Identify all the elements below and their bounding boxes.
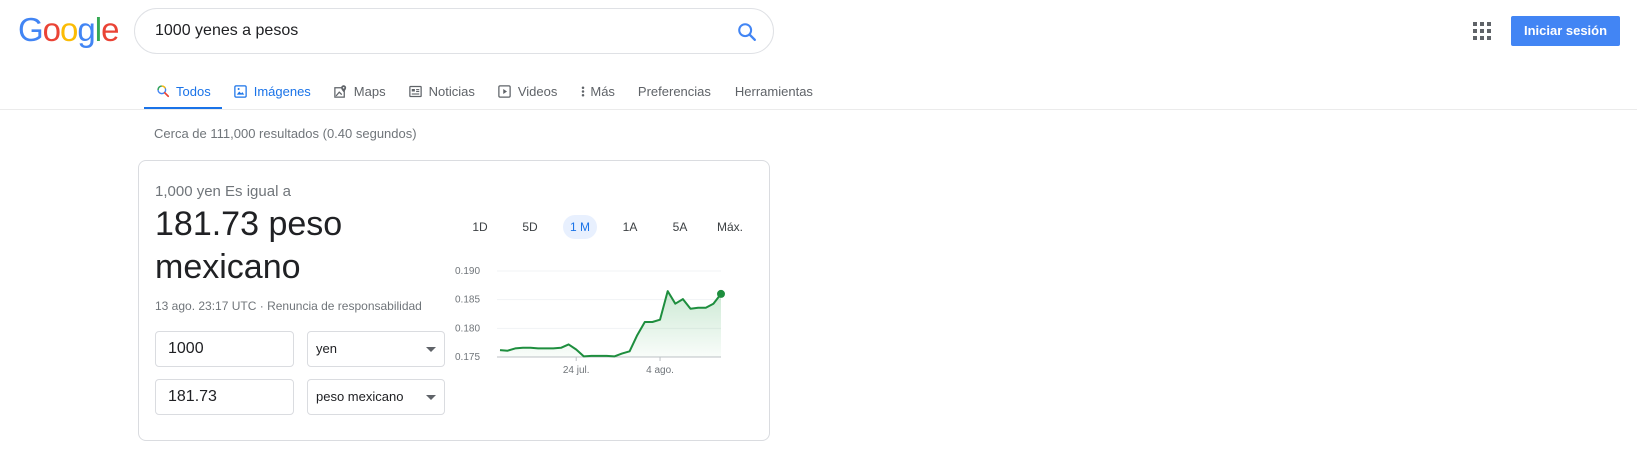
tab-herramientas[interactable]: Herramientas — [723, 72, 825, 110]
chart-line — [499, 290, 722, 358]
tab-label: Más — [590, 83, 615, 99]
result-line-1: 181.73 peso — [155, 205, 343, 243]
x-tick-label: 24 jul. — [563, 365, 590, 376]
tab-label: Preferencias — [637, 83, 711, 99]
tab-label: Todos — [176, 83, 211, 99]
logo-letter: g — [77, 11, 95, 48]
range-5d[interactable]: 5D — [522, 220, 538, 234]
search-button[interactable] — [733, 18, 761, 46]
tab-label: Herramientas — [734, 83, 813, 99]
equals-label: 1,000 yen Es igual a — [155, 183, 291, 200]
tab-más[interactable]: Más — [568, 72, 626, 110]
y-tick-label: 0.190 — [455, 266, 480, 277]
timestamp: 13 ago. 23:17 UTC — [155, 299, 257, 313]
y-tick-label: 0.175 — [455, 352, 480, 363]
conversion-result: 181.73 peso mexicano — [155, 203, 435, 289]
image-icon — [233, 83, 249, 99]
to-currency-select[interactable]: peso mexicano — [307, 379, 445, 415]
y-tick-label: 0.180 — [455, 323, 480, 334]
tab-videos[interactable]: Videos — [486, 72, 569, 110]
tab-noticias[interactable]: Noticias — [397, 72, 486, 110]
range-5a[interactable]: 5A — [672, 220, 688, 234]
x-tick-label: 4 ago. — [646, 365, 674, 376]
range-1a[interactable]: 1A — [622, 220, 638, 234]
search-icon — [738, 23, 756, 41]
signin-button[interactable]: Iniciar sesión — [1511, 16, 1620, 46]
chart-area — [500, 291, 721, 357]
range-1d[interactable]: 1D — [472, 220, 488, 234]
logo-letter: G — [18, 11, 44, 48]
tabs-divider — [0, 109, 1637, 110]
tab-imágenes[interactable]: Imágenes — [222, 72, 322, 110]
currency-converter-card: 1,000 yen Es igual a 181.73 peso mexican… — [138, 160, 770, 441]
logo-letter: o — [60, 11, 78, 48]
from-amount-input[interactable] — [155, 331, 294, 367]
to-amount-input[interactable] — [155, 379, 294, 415]
search-box[interactable] — [134, 8, 774, 54]
chevron-down-icon — [426, 395, 436, 400]
tab-todos[interactable]: Todos — [144, 72, 222, 110]
result-stats: Cerca de 111,000 resultados (0.40 segund… — [154, 126, 417, 141]
news-icon — [408, 83, 424, 99]
tab-label: Videos — [517, 83, 558, 99]
tab-label: Imágenes — [253, 83, 311, 99]
tab-preferencias[interactable]: Preferencias — [626, 72, 723, 110]
timestamp-line: 13 ago. 23:17 UTC · Renuncia de responsa… — [155, 299, 422, 313]
from-currency-select[interactable]: yen — [307, 331, 445, 367]
more-vert-icon — [579, 83, 587, 99]
video-icon — [497, 83, 513, 99]
search-input[interactable] — [155, 9, 675, 53]
range-1m[interactable]: 1 M — [563, 215, 597, 239]
chevron-down-icon — [426, 347, 436, 352]
result-line-2: mexicano — [155, 248, 301, 286]
search-icon — [155, 83, 171, 99]
logo-letter: o — [42, 11, 61, 48]
to-currency-value: peso mexicano — [316, 389, 404, 404]
search-tabs: Todos Imágenes Maps Noticias Videos Más Prefer… — [144, 72, 825, 110]
time-range-selector: 1D 5D 1 M 1A 5A Máx. — [455, 215, 755, 239]
from-currency-value: yen — [316, 341, 337, 356]
current-value-point — [717, 289, 725, 298]
map-icon — [333, 83, 349, 99]
meta-separator: · — [256, 299, 268, 313]
logo-letter: e — [101, 11, 119, 48]
tab-maps[interactable]: Maps — [322, 72, 397, 110]
disclaimer-link[interactable]: Renuncia de responsabilidad — [267, 299, 422, 313]
y-tick-label: 0.185 — [455, 295, 480, 306]
range-máx[interactable]: Máx. — [716, 220, 743, 234]
exchange-rate-chart: 0.190 0.185 0.180 0.175 24 jul. 4 ago. — [455, 266, 725, 376]
tab-label: Noticias — [428, 83, 475, 99]
apps-grid-icon[interactable] — [1473, 22, 1491, 40]
tab-label: Maps — [353, 83, 386, 99]
logo-letter: l — [94, 11, 102, 48]
google-logo[interactable]: Google — [18, 11, 119, 48]
